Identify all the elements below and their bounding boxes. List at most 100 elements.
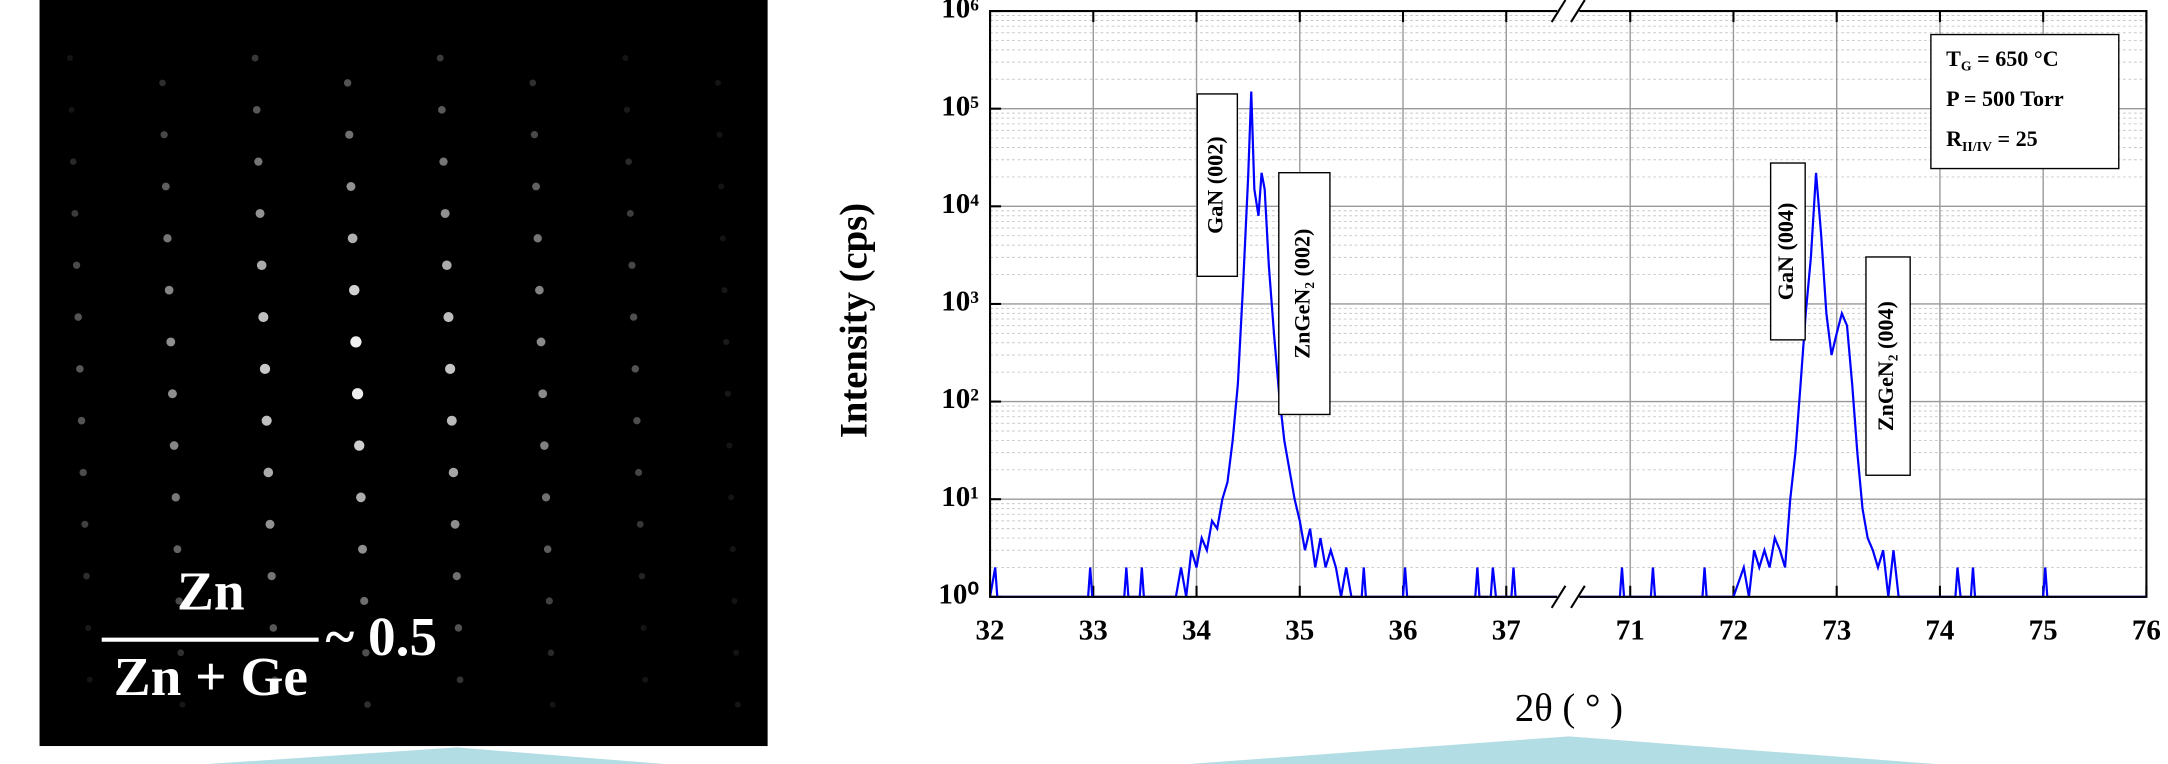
diffraction-spot [439, 157, 448, 166]
diffraction-spot [166, 337, 176, 347]
y-tick-label: 10⁰ [938, 578, 979, 610]
diffraction-spot [347, 233, 358, 244]
axis-break-gap [1557, 588, 1580, 606]
diffraction-spot [456, 676, 464, 684]
diffraction-spot [452, 572, 461, 581]
y-tick-label: 10⁶ [941, 0, 979, 25]
diffraction-spot [85, 624, 92, 631]
pointer [208, 747, 665, 764]
diffraction-spot [160, 131, 168, 139]
diffraction-spot [350, 336, 362, 348]
diffraction-spot [167, 389, 177, 399]
diffraction-spot [440, 208, 450, 218]
diffraction-spot [529, 79, 537, 87]
diffraction-spot [349, 284, 360, 296]
diffraction-spot [626, 209, 634, 217]
diffraction-spot [731, 597, 738, 604]
note: RII/IV = 25 [1946, 126, 2038, 154]
diffraction-spot [252, 106, 261, 114]
y-tick-label: 10⁴ [941, 188, 979, 220]
diffraction-spot [636, 520, 644, 528]
peak-label-box [1769, 162, 1806, 341]
x-tick-label: 72 [1719, 614, 1748, 646]
note: TG = 650 °C [1946, 46, 2059, 74]
x-axis-label: 2θ ( ° ) [1515, 687, 1623, 729]
diffraction-spot [346, 182, 356, 191]
axis-break [1570, 0, 1586, 23]
diffraction-spot [540, 441, 549, 450]
x-tick-label: 74 [1925, 614, 1954, 646]
diffraction-spot [256, 260, 267, 271]
diffraction-spot [716, 131, 723, 138]
diffraction-spot [638, 572, 646, 580]
diffraction-spot [179, 701, 186, 708]
diffraction-spot [251, 54, 259, 62]
diffraction-spot [79, 468, 87, 477]
diffraction-spot [254, 157, 263, 166]
peak-label: GaN (002) [1202, 136, 1227, 234]
diffraction-spot [454, 624, 463, 632]
note-box [1930, 33, 2120, 170]
diffraction-spot [343, 79, 352, 87]
diffraction-spot [71, 209, 79, 217]
peak-label: ZnGeN₂ (002) [1289, 229, 1314, 359]
note-subscript: G [1961, 59, 1972, 74]
y-tick-label: 10² [941, 383, 979, 415]
diffraction-spot [642, 676, 649, 683]
diffraction-spot [438, 106, 446, 114]
diffraction-spot [81, 520, 89, 528]
diffraction-spot [640, 624, 647, 631]
note-tail: = 25 [1992, 126, 2038, 151]
diffraction-spot [629, 313, 638, 321]
diffraction-spot [77, 416, 86, 425]
diffraction-panel [39, 0, 768, 747]
peak-label-box [1278, 172, 1331, 416]
diffraction-spot [267, 571, 276, 581]
diffraction-spot [269, 624, 278, 632]
diffraction-spot [171, 493, 180, 502]
diffraction-spot [631, 365, 640, 373]
diffraction-spot [628, 261, 636, 269]
y-tick-label: 10¹ [941, 481, 979, 513]
diffraction-spot [728, 494, 735, 501]
diffraction-spot [169, 441, 179, 450]
diffraction-spot [448, 467, 459, 478]
diffraction-spot [351, 388, 364, 400]
diffraction-spot [625, 158, 632, 165]
diffraction-spot [729, 546, 736, 553]
diffraction-spot [258, 312, 269, 323]
diffraction-spot [541, 493, 551, 502]
axis-break [1550, 585, 1567, 609]
diffraction-spot [74, 313, 82, 321]
x-tick-label: 36 [1389, 614, 1418, 646]
diffraction-spot [271, 676, 279, 684]
note-text: R [1946, 126, 1963, 151]
diffraction-spot [161, 182, 170, 191]
diffraction-spot [362, 649, 370, 657]
diffraction-spot [532, 182, 540, 191]
peak-label: ZnGeN₂ (004) [1873, 301, 1898, 431]
peak-label: GaN (004) [1773, 203, 1798, 301]
diffraction-spot [68, 106, 75, 113]
diffraction-spot [622, 55, 629, 62]
diffraction-spot [714, 79, 721, 86]
diffraction-spot [259, 363, 271, 375]
y-tick-label: 10⁵ [941, 90, 979, 122]
diffraction-spot [354, 440, 365, 451]
y-tick-label: 10³ [941, 286, 979, 318]
diffraction-spot [726, 442, 733, 449]
x-tick-label: 32 [976, 614, 1005, 646]
diffraction-spot [358, 544, 368, 554]
diffraction-spot [255, 208, 265, 218]
diffraction-spot [538, 389, 548, 399]
diffraction-spot [721, 287, 728, 294]
diffraction-spot [177, 649, 185, 657]
xrd-chart: 10⁰ 10¹ 10² 10³ 10⁴ 10⁵ 10⁶ 32 33 34 35 36 37 71 72 73 7… [938, 0, 2161, 646]
diffraction-spot [549, 701, 556, 708]
diffraction-spot [86, 676, 93, 683]
diffraction-spot [83, 572, 90, 580]
diffraction-spot [175, 597, 183, 605]
diffraction-image [39, 0, 768, 747]
diffraction-spot [530, 131, 539, 139]
note-text: P = 500 Torr [1946, 86, 2064, 111]
